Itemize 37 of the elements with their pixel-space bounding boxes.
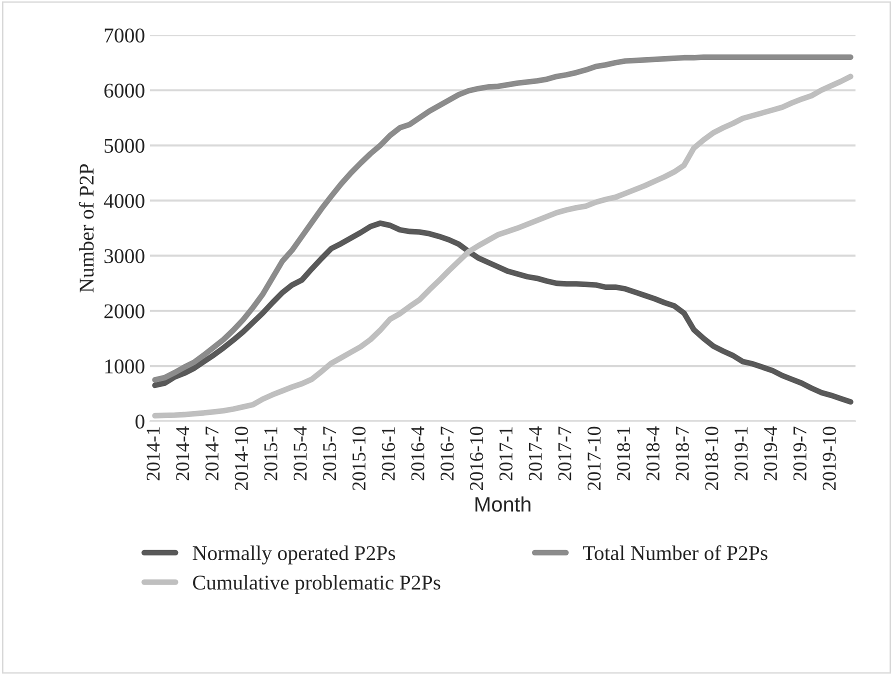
x-tick-label: 2017-10 <box>588 426 601 490</box>
y-tick-label: 6000 <box>104 84 144 98</box>
y-tick-label: 5000 <box>104 138 144 153</box>
x-tick-label: 2016-7 <box>440 426 454 480</box>
x-tick-label: 2014-10 <box>234 426 248 490</box>
y-tick-label: 3000 <box>104 249 144 264</box>
x-tick-label: 2014-4 <box>176 426 190 480</box>
x-tick-label: 2016-10 <box>470 426 484 490</box>
x-tick-label: 2018-1 <box>616 427 630 480</box>
x-tick-label: 2019-7 <box>793 426 806 480</box>
x-tick-label: 2015-10 <box>352 426 366 490</box>
y-axis-title: Number of P2P <box>78 164 94 292</box>
x-tick-label: 2014-7 <box>205 426 219 480</box>
y-tick-label: 0 <box>136 414 144 429</box>
y-tick-label: 7000 <box>104 28 144 43</box>
x-tick-label: 2018-4 <box>646 426 660 480</box>
x-tick-label: 2016-1 <box>382 427 395 480</box>
x-tick-label: 2019-10 <box>822 426 836 490</box>
x-tick-label: 2017-1 <box>499 427 513 480</box>
legend-label: Total Number of P2Ps <box>583 545 768 560</box>
x-tick-label: 2015-1 <box>264 427 278 480</box>
x-tick-label: 2017-7 <box>558 426 572 480</box>
y-tick-label: 4000 <box>104 194 144 208</box>
x-axis-title: Month <box>476 496 530 512</box>
x-tick-label: 2016-4 <box>411 426 424 480</box>
y-tick-label: 1000 <box>105 359 144 374</box>
x-tick-label: 2019-4 <box>764 426 778 480</box>
legend-label: Cumulative problematic P2Ps <box>193 574 440 594</box>
x-tick-label: 2018-7 <box>676 426 689 480</box>
y-tick-label: 2000 <box>104 304 144 318</box>
x-tick-label: 2019-1 <box>734 427 748 480</box>
x-tick-label: 2018-10 <box>705 426 718 490</box>
x-tick-label: 2014-1 <box>146 427 160 480</box>
x-tick-label: 2015-7 <box>323 426 336 480</box>
x-tick-label: 2015-4 <box>294 426 307 480</box>
x-tick-label: 2017-4 <box>528 426 542 480</box>
legend-label: Normally operated P2Ps <box>192 545 396 564</box>
